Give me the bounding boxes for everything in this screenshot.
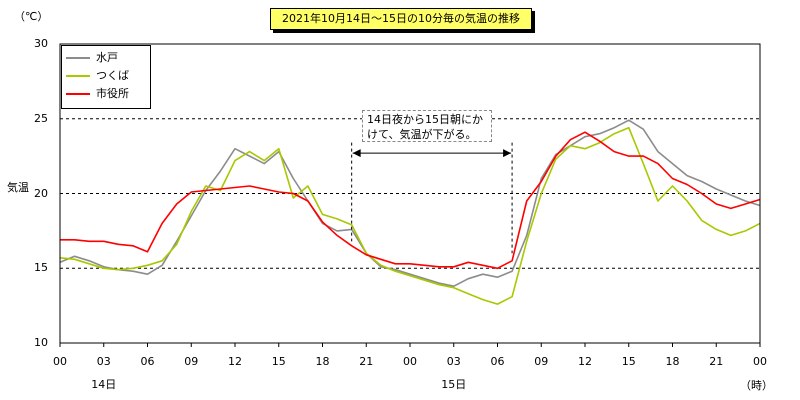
x-tick-label: 06: [140, 355, 155, 368]
legend-swatch-city-hall: [66, 93, 90, 95]
series-lines: [59, 119, 761, 305]
legend-label-mito: 水戸: [96, 51, 118, 64]
legend: 水戸 つくば 市役所: [61, 45, 151, 109]
x-tick-label: 15: [271, 355, 286, 368]
y-tick-label: 15: [34, 261, 48, 275]
annotation-arrow: [351, 142, 513, 254]
legend-swatch-tsukuba: [66, 75, 90, 77]
annotation-arrow-head-left: [352, 149, 361, 158]
x-tick-label: 12: [228, 355, 242, 368]
y-tick-label: 20: [34, 186, 48, 200]
legend-label-tsukuba: つくば: [96, 69, 129, 82]
annotation-arrow-head-right: [503, 149, 512, 158]
x-tick-label: 18: [315, 355, 330, 368]
y-tick-label: 30: [34, 37, 48, 50]
x-tick-label: 18: [665, 355, 680, 368]
x-tick-label: 09: [534, 355, 549, 368]
day-label: 14日: [91, 378, 117, 391]
legend-label-city-hall: 市役所: [96, 87, 129, 100]
x-tick-label: 03: [96, 355, 111, 368]
x-tick-label: 00: [753, 355, 767, 368]
annotation-box: 14日夜から15日朝にか けて、気温が下がる。: [362, 110, 492, 142]
x-tick-label: 09: [184, 355, 199, 368]
plot-area-frame: [59, 43, 761, 344]
y-tick-label: 10: [34, 336, 48, 349]
x-tick-label: 15: [621, 355, 636, 368]
x-tick-label: 21: [359, 355, 374, 368]
series-line-2: [60, 131, 761, 270]
series-line-1: [59, 126, 761, 305]
x-tick-label: 12: [578, 355, 592, 368]
x-tick-label: 21: [709, 355, 724, 368]
annotation-line-1: 14日夜から15日朝にか: [367, 113, 483, 126]
series-line-0: [59, 119, 761, 288]
x-tick-label: 00: [403, 355, 417, 368]
x-tick-label: 00: [53, 355, 67, 368]
day-label: 15日: [441, 378, 467, 391]
y-unit-label: （℃）: [14, 10, 49, 23]
x-axis-ticks: [59, 343, 761, 347]
chart-title: 2021年10月14日～15日の10分毎の気温の推移: [270, 8, 532, 30]
legend-swatch-mito: [66, 57, 90, 59]
annotation-line-2: けて、気温が下がる。: [367, 128, 477, 141]
y-axis-label: 気温: [7, 181, 29, 194]
x-tick-label: 06: [490, 355, 505, 368]
x-unit-label: （時）: [740, 379, 773, 392]
x-tick-label: 03: [446, 355, 461, 368]
y-tick-label: 25: [34, 111, 48, 125]
